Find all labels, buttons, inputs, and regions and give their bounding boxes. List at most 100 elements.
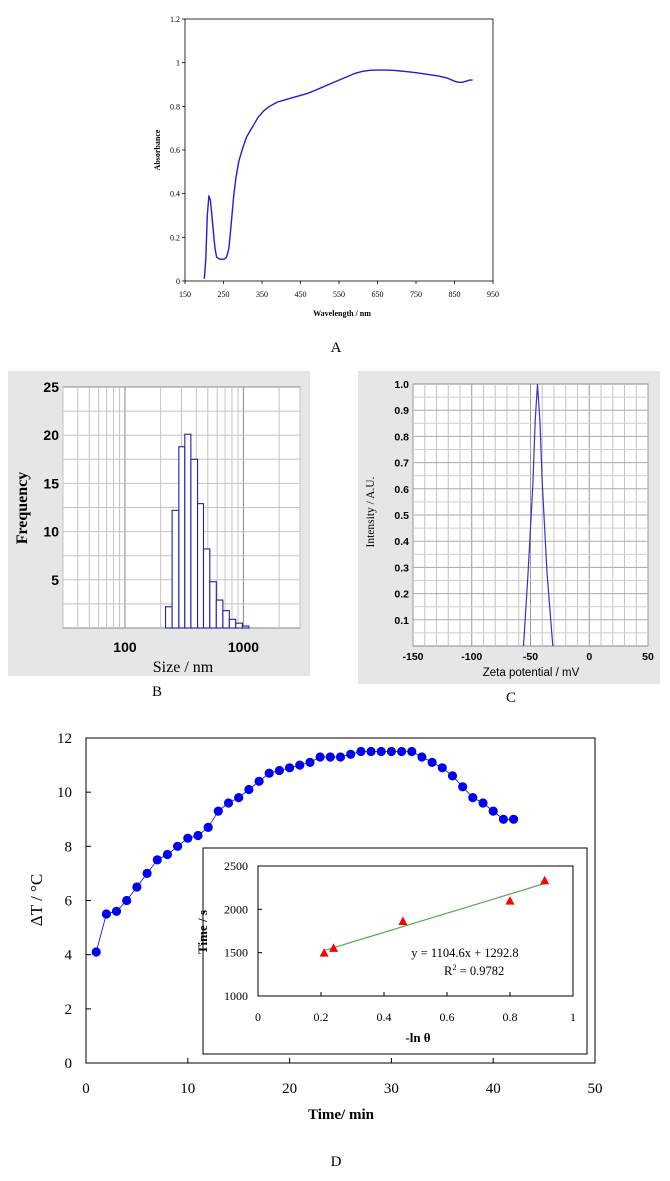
panel-b-histogram-bar (171, 509, 180, 629)
panel-d-data-point (213, 806, 223, 816)
panel-c-y-tick-label: 0.7 (394, 458, 409, 470)
panel-d-data-point (346, 749, 356, 759)
panel-d-x-tick-label: 0 (82, 1081, 90, 1097)
panel-d-data-point (376, 746, 386, 757)
panel-d-x-tick-label: 40 (486, 1081, 501, 1097)
panel-d-data-point (142, 868, 152, 879)
panel-b-y-axis-label: Frequency (14, 472, 31, 545)
panel-d-data-point (447, 771, 458, 781)
panel-b-histogram-bar (235, 622, 243, 629)
inset-x-tick-label: 0.2 (314, 1010, 329, 1024)
panel-d-data-point (386, 746, 396, 757)
panel-d-data-point (274, 765, 284, 776)
panel-a-y-tick-label: 0.2 (170, 233, 180, 242)
inset-y-tick-label: 1500 (224, 946, 248, 960)
panel-d-y-tick-label: 8 (65, 839, 73, 855)
panel-d-data-point (427, 757, 437, 768)
panel-a-x-tick-label: 650 (372, 290, 384, 299)
panel-a-x-tick-label: 350 (256, 290, 268, 299)
panel-d-data-point (305, 757, 315, 768)
panel-d-data-point (417, 752, 427, 762)
panel-d-data-point (325, 752, 335, 762)
panel-d-data-point (203, 822, 213, 833)
panel-d-x-tick-label: 50 (588, 1081, 603, 1097)
panel-c-zeta-line (522, 383, 554, 647)
panel-a-y-tick-label: 0.6 (170, 146, 180, 155)
panel-d-data-point (366, 746, 376, 757)
panel-b-x-tick-label: 1000 (228, 639, 259, 655)
inset-x-tick-label: 0.4 (377, 1010, 392, 1024)
panel-a-label: A (331, 340, 342, 356)
panel-a-absorbance-line (203, 69, 473, 279)
panel-d-data-point (315, 752, 325, 762)
panel-a-y-tick-label: 0 (176, 277, 180, 286)
panel-b-histogram-bar (202, 548, 211, 629)
inset-x-tick-label: 1 (570, 1010, 576, 1024)
panel-b-histogram-bar (209, 581, 217, 629)
panel-d-data-point (183, 833, 193, 843)
panel-d-y-tick-label: 0 (65, 1056, 73, 1072)
inset-x-tick-label: 0.8 (503, 1010, 518, 1024)
panel-a-y-axis-label: Absorbance (153, 129, 162, 170)
panel-d-data-point (458, 782, 468, 792)
panel-d-x-tick-label: 30 (384, 1081, 399, 1097)
panel-d-data-point (498, 814, 508, 824)
panel-a-x-tick-label: 750 (410, 290, 422, 299)
panel-d-data-point (244, 784, 254, 795)
inset-y-tick-label: 1000 (224, 989, 248, 1003)
panel-b-y-tick-label: 5 (51, 572, 59, 588)
panel-d-data-point (152, 855, 162, 865)
panel-b-y-tick-label: 10 (43, 524, 59, 540)
panel-a-x-tick-label: 450 (295, 290, 307, 299)
panel-c-x-tick-label: -50 (523, 651, 538, 663)
panel-d-data-point (254, 776, 264, 786)
panel-d-x-tick-label: 20 (282, 1081, 297, 1097)
panel-b-histogram-bar (228, 618, 237, 629)
panel-c-label: C (506, 690, 516, 706)
panel-d-data-point (488, 806, 498, 816)
panel-d-y-tick-label: 12 (57, 731, 72, 747)
panel-d-data-point (295, 760, 305, 770)
panel-a-plot-frame (184, 18, 494, 282)
panel-d-data-point (264, 768, 274, 778)
inset-plot-frame (257, 865, 574, 997)
panel-d-data-point (193, 830, 203, 841)
panel-d-y-tick-label: 4 (65, 948, 73, 964)
inset-y-tick-label: 2000 (224, 902, 248, 916)
panel-a-y-tick-label: 0.8 (170, 102, 180, 111)
panel-d-data-point (111, 906, 122, 916)
inset-y-axis-label: Time / s (195, 910, 210, 954)
panel-d-data-point (122, 895, 132, 906)
panel-b-label: B (152, 684, 162, 700)
panel-c-y-tick-label: 0.1 (394, 615, 409, 627)
panel-d-data-point (508, 814, 519, 824)
panel-b-histogram-bar (215, 599, 224, 629)
panel-b-histogram-bar (164, 606, 173, 629)
inset-data-point (329, 943, 339, 952)
panel-d-data-point (223, 798, 234, 808)
panel-c-x-tick-label: 0 (586, 651, 592, 663)
panel-d-y-tick-label: 10 (57, 785, 72, 801)
panel-a-y-tick-label: 1 (176, 59, 180, 68)
panel-b-y-tick-label: 20 (43, 427, 59, 443)
panel-d-data-point (437, 763, 447, 773)
panel-b-histogram-bar (222, 610, 230, 629)
panel-d-data-point (468, 793, 478, 803)
panel-d-y-axis-label: ΔT / °C (27, 874, 46, 926)
panel-d-data-point (397, 746, 407, 757)
panel-c-y-tick-label: 0.4 (394, 536, 409, 548)
panel-d-data-point (285, 763, 295, 773)
panel-a-x-tick-label: 250 (218, 290, 230, 299)
panel-d-y-tick-label: 2 (65, 1002, 73, 1018)
inset-box (202, 847, 588, 1055)
panel-b-x-tick-label: 100 (113, 639, 137, 655)
panel-c-y-tick-label: 0.8 (394, 431, 409, 443)
panel-c-x-tick-label: -150 (402, 651, 423, 663)
panel-d-data-point (91, 947, 101, 957)
panel-d-data-point (234, 793, 244, 803)
panel-c-y-tick-label: 1.0 (394, 379, 409, 391)
panel-d-y-tick-label: 6 (65, 894, 73, 910)
inset-data-point (540, 875, 550, 885)
panel-d-data-point (162, 849, 172, 860)
